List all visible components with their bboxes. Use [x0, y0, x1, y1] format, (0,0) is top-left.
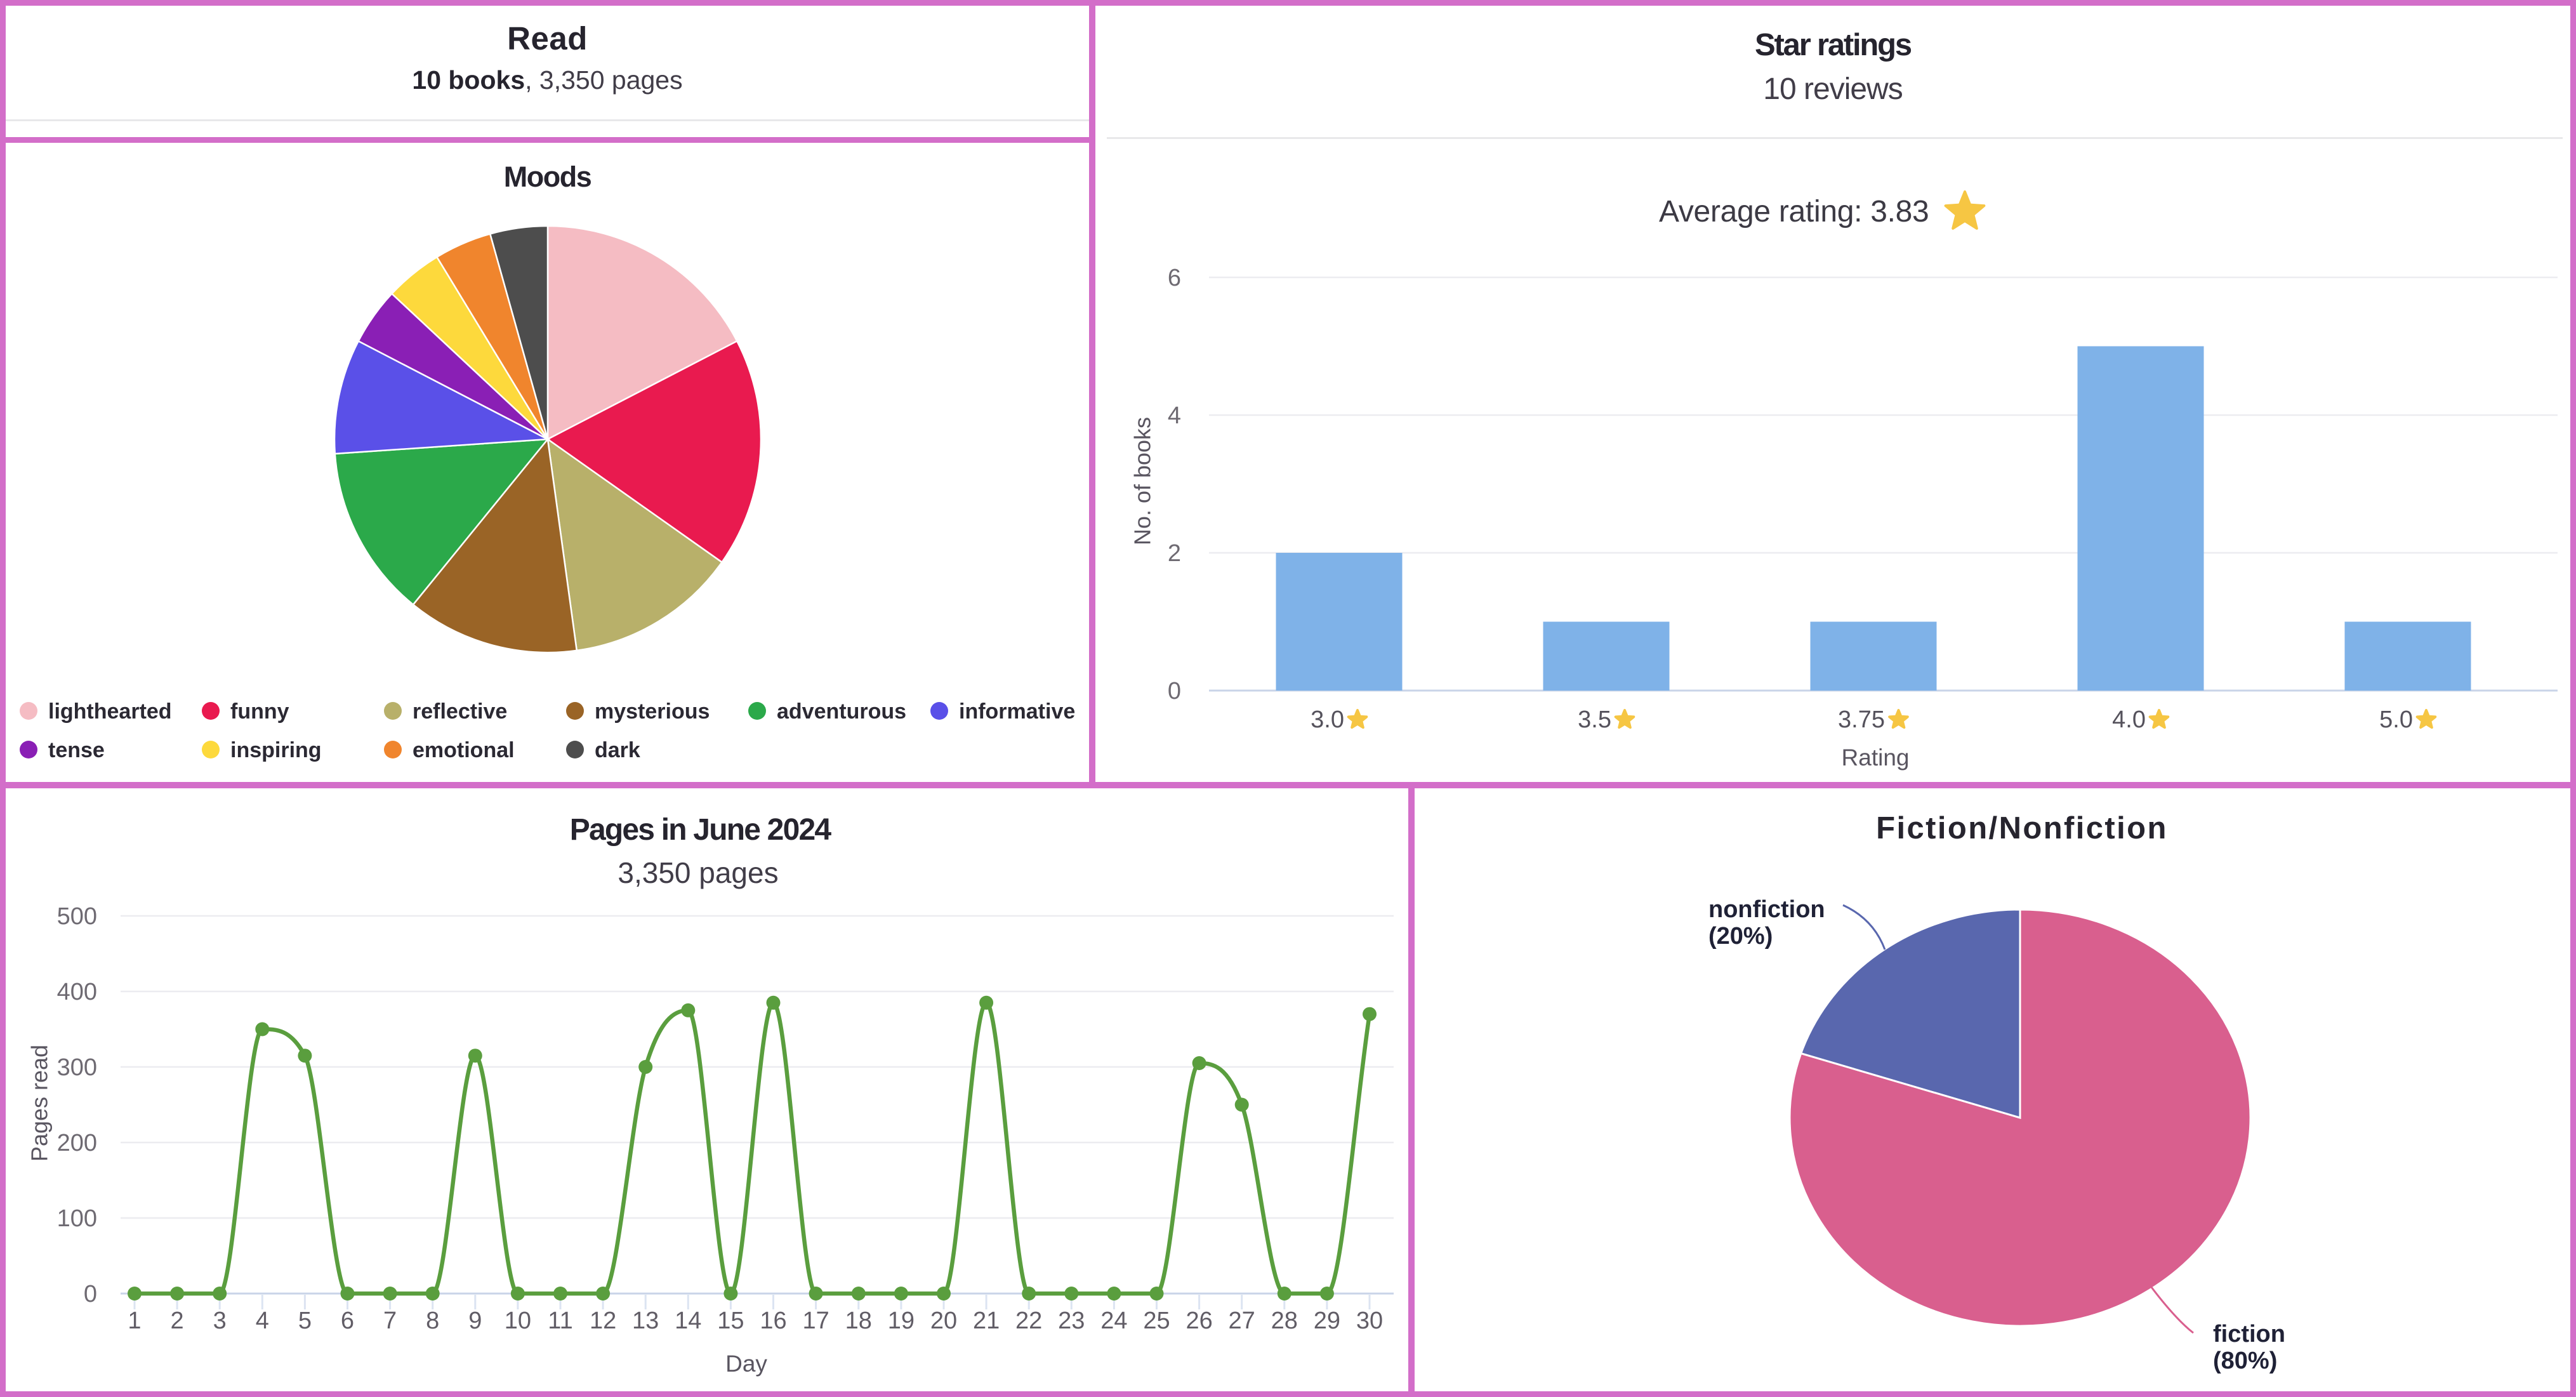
- svg-text:0: 0: [84, 1281, 97, 1308]
- svg-text:Pages read: Pages read: [27, 1045, 53, 1162]
- svg-text:30: 30: [1356, 1308, 1383, 1334]
- svg-text:3: 3: [213, 1308, 227, 1334]
- svg-text:4: 4: [256, 1308, 269, 1334]
- svg-text:Rating: Rating: [1842, 745, 1910, 771]
- svg-text:100: 100: [57, 1205, 97, 1232]
- svg-text:17: 17: [802, 1308, 829, 1334]
- svg-text:5.0: 5.0: [2379, 706, 2413, 733]
- svg-text:19: 19: [888, 1308, 915, 1334]
- svg-text:1: 1: [128, 1308, 141, 1334]
- svg-text:21: 21: [973, 1308, 1000, 1334]
- svg-text:informative: informative: [959, 699, 1075, 724]
- svg-text:0: 0: [1168, 678, 1181, 705]
- svg-text:6: 6: [1168, 265, 1181, 291]
- svg-text:Day: Day: [725, 1351, 767, 1377]
- svg-text:2: 2: [171, 1308, 184, 1334]
- svg-text:28: 28: [1271, 1308, 1298, 1334]
- svg-text:16: 16: [760, 1308, 786, 1334]
- svg-text:reflective: reflective: [413, 699, 507, 724]
- svg-text:tense: tense: [48, 738, 105, 762]
- svg-text:25: 25: [1143, 1308, 1170, 1334]
- svg-text:18: 18: [845, 1308, 872, 1334]
- svg-text:funny: funny: [230, 699, 289, 724]
- svg-text:300: 300: [57, 1054, 97, 1081]
- svg-text:29: 29: [1314, 1308, 1340, 1334]
- svg-text:3.75: 3.75: [1838, 706, 1885, 733]
- svg-text:4: 4: [1168, 402, 1181, 429]
- svg-text:5: 5: [298, 1308, 312, 1334]
- svg-text:500: 500: [57, 903, 97, 930]
- svg-text:dark: dark: [595, 738, 640, 762]
- svg-text:23: 23: [1058, 1308, 1085, 1334]
- svg-text:12: 12: [590, 1308, 616, 1334]
- svg-text:adventurous: adventurous: [777, 699, 906, 724]
- svg-text:400: 400: [57, 979, 97, 1005]
- svg-text:6: 6: [341, 1308, 354, 1334]
- svg-text:26: 26: [1186, 1308, 1212, 1334]
- svg-text:emotional: emotional: [413, 738, 515, 762]
- svg-text:14: 14: [675, 1308, 701, 1334]
- svg-text:20: 20: [930, 1308, 957, 1334]
- svg-text:11: 11: [548, 1308, 572, 1334]
- svg-text:3.0: 3.0: [1311, 706, 1344, 733]
- svg-text:27: 27: [1229, 1308, 1255, 1334]
- svg-text:200: 200: [57, 1130, 97, 1156]
- svg-text:24: 24: [1100, 1308, 1127, 1334]
- svg-text:2: 2: [1168, 540, 1181, 567]
- svg-text:10: 10: [505, 1308, 531, 1334]
- svg-text:9: 9: [468, 1308, 482, 1334]
- svg-text:mysterious: mysterious: [595, 699, 710, 724]
- svg-text:3.5: 3.5: [1578, 706, 1611, 733]
- svg-text:8: 8: [426, 1308, 439, 1334]
- svg-text:lighthearted: lighthearted: [48, 699, 172, 724]
- svg-text:7: 7: [383, 1308, 397, 1334]
- svg-text:4.0: 4.0: [2112, 706, 2146, 733]
- svg-text:22: 22: [1015, 1308, 1042, 1334]
- svg-text:inspiring: inspiring: [230, 738, 322, 762]
- svg-text:13: 13: [632, 1308, 659, 1334]
- svg-text:No. of books: No. of books: [1130, 417, 1156, 545]
- svg-text:15: 15: [717, 1308, 744, 1334]
